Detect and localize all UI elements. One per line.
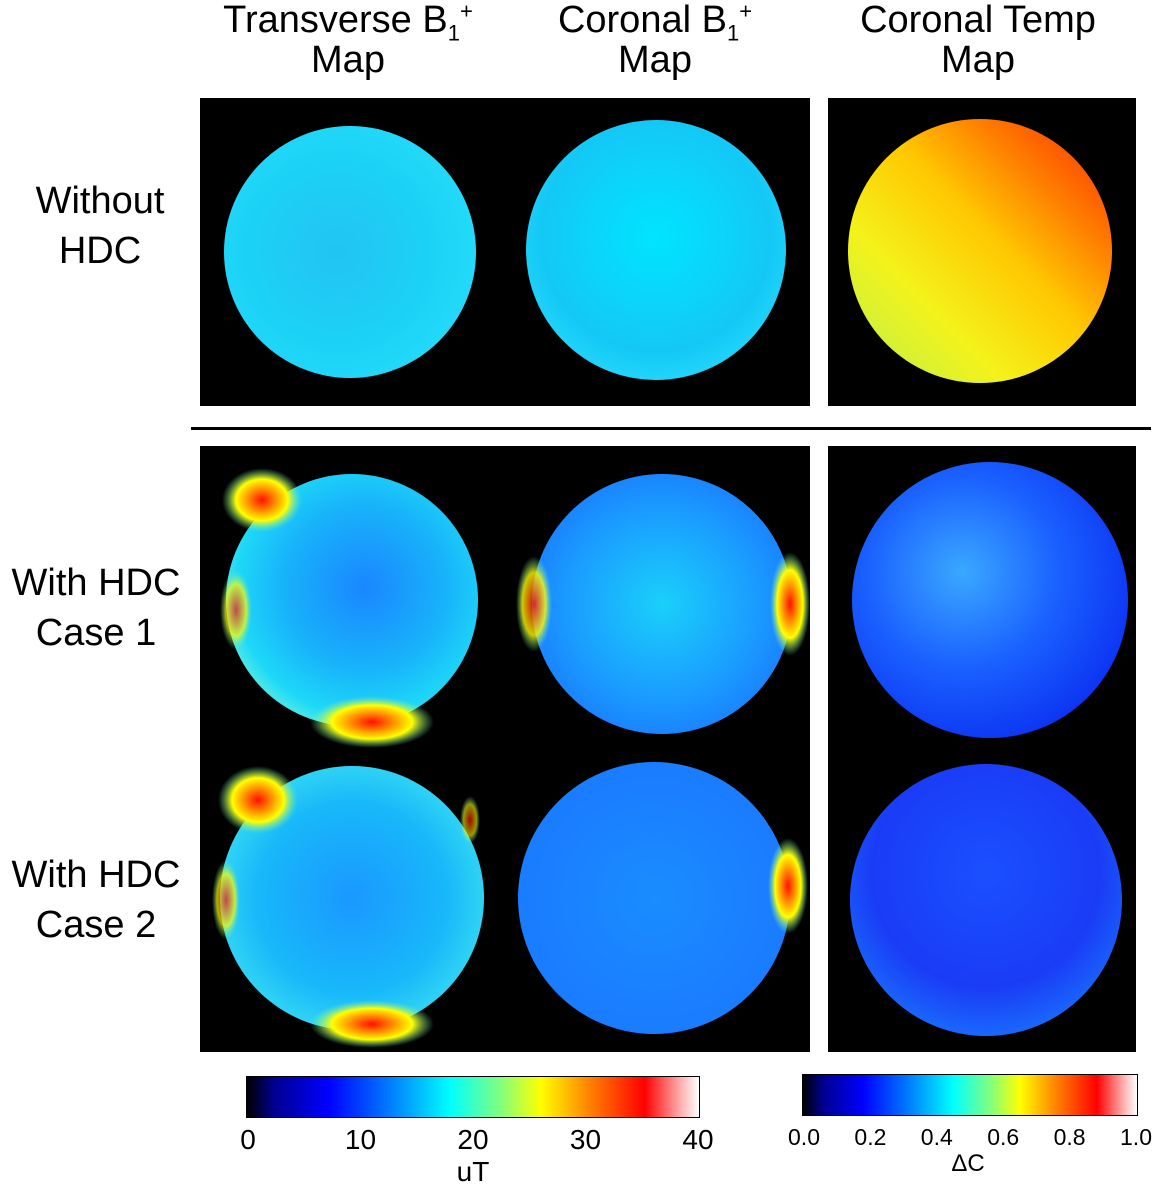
row-heading-with-hdc-case-2: With HDC Case 2 bbox=[11, 854, 181, 946]
phantom-transverse-without-hdc bbox=[224, 126, 476, 378]
row-heading-with-hdc-case-1: With HDC Case 1 bbox=[11, 562, 181, 654]
temp-colorbar bbox=[802, 1074, 1138, 1116]
temp-colorbar-tick-label: 0.4 bbox=[920, 1124, 953, 1150]
phantom-coronal-case-1 bbox=[516, 474, 810, 734]
temp-colorbar-tick-label: 0.0 bbox=[788, 1124, 820, 1150]
b1-colorbar-tick-label: 0 bbox=[240, 1124, 256, 1155]
phantom-temp-case-2 bbox=[850, 764, 1122, 1036]
temp-colorbar-tick-label: 0.8 bbox=[1053, 1124, 1086, 1150]
b1-colorbar-tick-label: 20 bbox=[457, 1124, 489, 1155]
section-divider bbox=[191, 427, 1151, 430]
phantom-transverse-case-2 bbox=[212, 766, 484, 1048]
row-heading-without-hdc: Without HDC bbox=[35, 180, 165, 272]
phantom-coronal-case-2 bbox=[518, 762, 808, 1034]
b1-colorbar-tick-label: 40 bbox=[682, 1124, 714, 1155]
phantom-temp-without-hdc bbox=[848, 119, 1112, 383]
temp-colorbar-tick-label: 0.2 bbox=[854, 1124, 887, 1150]
column-heading-coronal-temp: Coronal Temp Map bbox=[860, 0, 1096, 81]
b1-colorbar bbox=[246, 1076, 700, 1118]
column-heading-coronal-b1: Coronal B1+ Map bbox=[557, 0, 753, 81]
temp-colorbar-tick-label: 0.6 bbox=[987, 1124, 1020, 1150]
b1-colorbar-unit: uT bbox=[456, 1156, 490, 1187]
b1-colorbar-tick-label: 10 bbox=[344, 1124, 377, 1155]
phantom-transverse-case-1 bbox=[220, 468, 478, 748]
temp-colorbar-tick-label: 1.0 bbox=[1120, 1124, 1152, 1150]
temp-colorbar-unit: ΔC bbox=[951, 1150, 985, 1177]
phantom-temp-case-1 bbox=[852, 462, 1128, 738]
b1-colorbar-tick-label: 30 bbox=[569, 1124, 602, 1155]
column-heading-transverse-b1: Transverse B1+ Map bbox=[223, 0, 473, 81]
phantom-coronal-without-hdc bbox=[526, 120, 786, 380]
